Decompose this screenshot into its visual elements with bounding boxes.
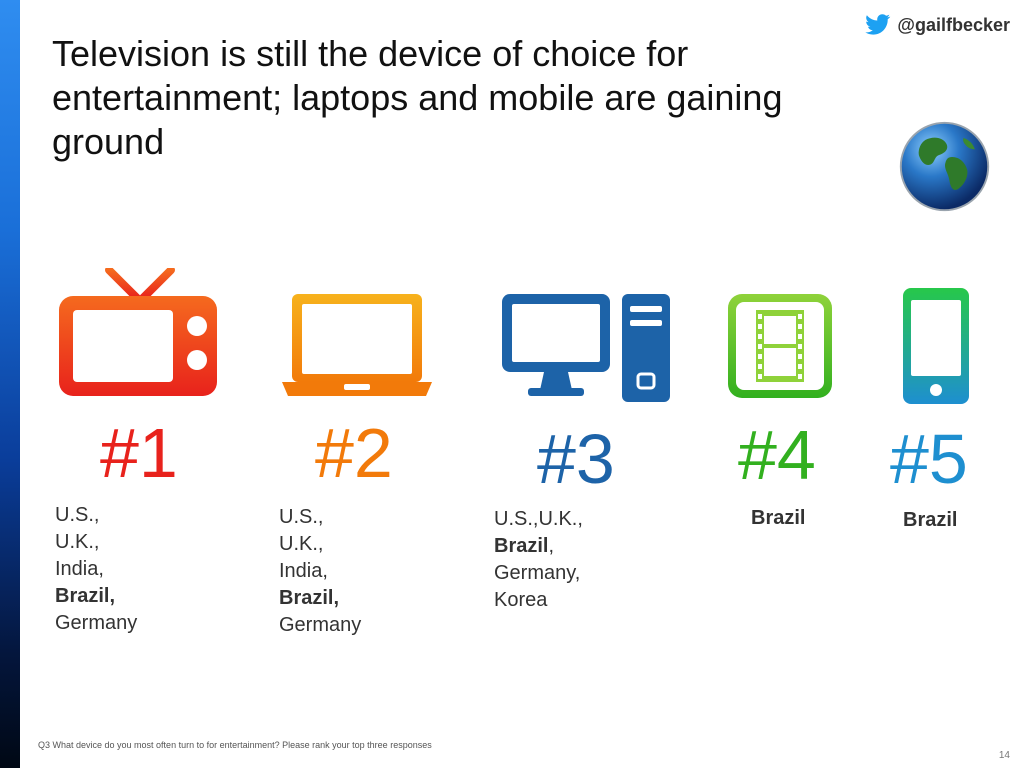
rank-label: #5 <box>890 420 968 498</box>
twitter-handle[interactable]: @gailfbecker <box>865 14 1010 36</box>
globe-icon <box>899 121 990 212</box>
countries-text: Brazil <box>903 509 958 531</box>
left-accent-bar <box>0 0 20 768</box>
tv-icon <box>59 268 217 396</box>
slide-title: Television is still the device of choice… <box>52 33 783 162</box>
laptop-icon <box>282 294 432 396</box>
film-tablet-icon <box>728 294 832 398</box>
countries-text: U.S.,U.K., Brazil, Germany, Korea <box>494 508 583 611</box>
rank-label: #4 <box>738 416 816 494</box>
countries-text: Brazil <box>751 507 806 529</box>
twitter-bird-icon <box>865 14 891 35</box>
smartphone-icon <box>903 288 969 404</box>
twitter-handle-text: @gailfbecker <box>897 14 1010 35</box>
page-number: 14 <box>998 750 1010 761</box>
desktop-computer-icon <box>502 294 670 402</box>
countries-text: U.S., U.K., India, Brazil, Germany <box>55 504 138 634</box>
survey-question-footnote: Q3 What device do you most often turn to… <box>38 740 432 750</box>
countries-text: U.S., U.K., India, Brazil, Germany <box>279 506 362 636</box>
rank-label: #2 <box>315 414 393 492</box>
rank-label: #1 <box>100 414 178 492</box>
rank-label: #3 <box>537 420 615 498</box>
